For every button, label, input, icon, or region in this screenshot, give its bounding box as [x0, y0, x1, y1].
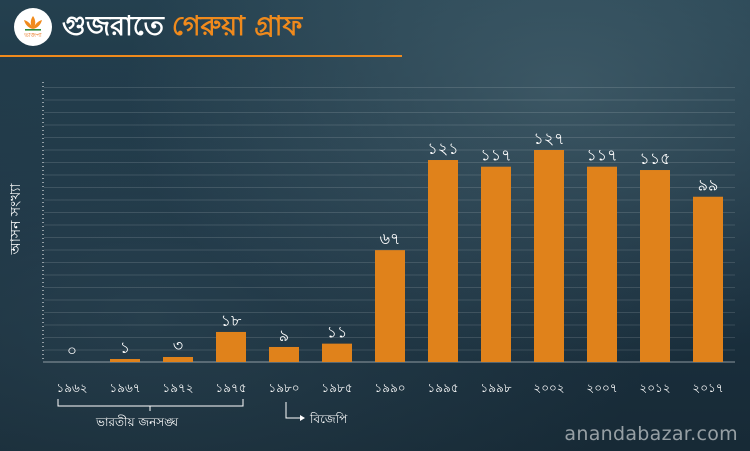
bar-12 — [693, 196, 723, 362]
value-label-5: ১১ — [327, 323, 348, 342]
x-tick-label-11: ২০১২ — [639, 381, 670, 395]
bjp-arrow — [285, 402, 302, 419]
value-label-9: ১২৭ — [533, 129, 564, 148]
x-tick-label-5: ১৯৮৫ — [321, 381, 352, 395]
x-tick-label-1: ১৯৬৭ — [109, 381, 140, 395]
value-label-1: ১ — [120, 338, 130, 357]
bar-9 — [534, 150, 564, 362]
jana-sangh-bracket — [57, 399, 244, 407]
x-tick-label-4: ১৯৮০ — [268, 381, 299, 395]
bar-5 — [322, 343, 352, 362]
value-label-7: ১২১ — [427, 139, 458, 158]
value-label-8: ১১৭ — [480, 146, 511, 165]
group-label-bjp: বিজেপি — [310, 412, 348, 426]
page-title: গুজরাতে গেরুয়া গ্রাফ — [62, 7, 302, 47]
bars-group — [110, 150, 723, 362]
x-tick-label-12: ২০১৭ — [692, 381, 723, 395]
group-label-jana-sangh: ভারতীয় জনসঙ্ঘ — [96, 415, 179, 429]
value-label-4: ৯ — [279, 326, 289, 345]
title-part2: গেরুয়া গ্রাফ — [171, 11, 303, 42]
grid-lines — [44, 87, 735, 351]
x-tick-label-3: ১৯৭৫ — [215, 381, 246, 395]
x-tick-label-0: ১৯৬২ — [56, 381, 87, 395]
bar-11 — [640, 170, 670, 362]
bar-6 — [375, 250, 405, 362]
x-tick-labels-group: ১৯৬২ ১৯৬৭ ১৯৭২ ১৯৭৫ ১৯৮০ ১৯৮৫ ১৯৯০ ১৯৯৫ ১৯৯৮ ২০০২… — [56, 381, 723, 395]
value-labels-group: ০ ১ ৩ ১৮ ৯ ১১ ৬৭ ১২১ ১১৭ ১২৭ ১১৭ ১১৫ ৯৯ — [67, 129, 719, 360]
bar-3 — [216, 331, 246, 362]
value-label-2: ৩ — [173, 336, 183, 355]
value-label-10: ১১৭ — [586, 146, 617, 165]
value-label-3: ১৮ — [221, 311, 242, 330]
value-label-12: ৯৯ — [698, 176, 719, 195]
value-label-0: ০ — [67, 341, 77, 360]
title-underline — [0, 55, 402, 57]
lotus-icon — [24, 16, 42, 31]
x-tick-label-9: ২০০২ — [533, 381, 564, 395]
bar-10 — [587, 166, 617, 362]
title-part1: গুজরাতে — [62, 11, 164, 42]
value-label-6: ৬৭ — [380, 229, 401, 248]
value-label-11: ১১৫ — [639, 149, 670, 168]
bjp-logo: ভাজপা — [14, 8, 52, 46]
x-tick-label-6: ১৯৯০ — [374, 381, 405, 395]
logo-text: ভাজপা — [24, 32, 42, 39]
x-tick-label-7: ১৯৯৫ — [427, 381, 458, 395]
x-tick-label-2: ১৯৭২ — [162, 381, 193, 395]
watermark: anandabazar.com — [564, 423, 738, 445]
bar-1 — [110, 359, 140, 362]
x-tick-label-8: ১৯৯৮ — [480, 381, 511, 395]
bar-8 — [481, 166, 511, 362]
bar-2 — [163, 356, 193, 362]
bjp-arrow-head — [300, 415, 305, 421]
bar-4 — [269, 346, 299, 362]
bar-7 — [428, 160, 458, 362]
x-tick-label-10: ২০০৭ — [586, 381, 617, 395]
